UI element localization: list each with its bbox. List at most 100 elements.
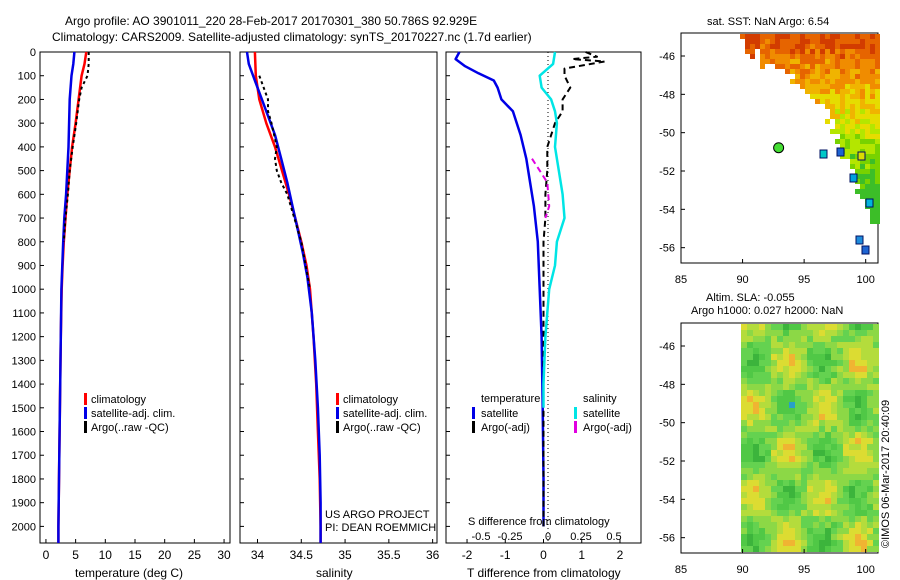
sla-cell	[771, 402, 777, 408]
sla-cell	[825, 480, 831, 486]
sla-cell	[777, 336, 783, 342]
sst-cell	[865, 39, 870, 44]
sla-cell	[873, 360, 879, 366]
sla-cell	[855, 528, 861, 534]
sla-cell	[849, 438, 855, 444]
sst-cell	[870, 139, 875, 144]
sla-cell	[753, 480, 759, 486]
sst-cell	[865, 139, 870, 144]
sst-cell	[850, 119, 855, 124]
sla-cell	[771, 516, 777, 522]
sla-cell	[759, 492, 765, 498]
sla-cell	[777, 486, 783, 492]
x-tick-label: 1	[578, 548, 585, 562]
sla-cell	[777, 534, 783, 540]
sla-cell	[861, 366, 867, 372]
sla-cell	[807, 528, 813, 534]
sla-cell	[837, 516, 843, 522]
sst-cell	[820, 44, 825, 49]
sla-cell	[861, 534, 867, 540]
sla-cell	[783, 504, 789, 510]
sst-cell	[845, 39, 850, 44]
sla-cell	[807, 504, 813, 510]
sst-cell	[820, 74, 825, 79]
sst-cell	[865, 99, 870, 104]
sst-cell	[765, 49, 770, 54]
sla-cell	[795, 504, 801, 510]
sla-cell	[777, 546, 783, 552]
sla-cell	[741, 354, 747, 360]
sla-cell	[867, 396, 873, 402]
salinity-axes-box	[239, 51, 438, 544]
legend-header-temperature: temperature	[481, 393, 540, 405]
sst-cell	[845, 54, 850, 59]
sla-cell	[819, 522, 825, 528]
sst-cell	[870, 84, 875, 89]
sst-cell	[835, 139, 840, 144]
sst-cell	[830, 54, 835, 59]
sla-cell	[849, 324, 855, 330]
sla-cell	[843, 408, 849, 414]
sst-cell	[835, 39, 840, 44]
sla-cell	[855, 354, 861, 360]
sla-cell	[849, 546, 855, 552]
sla-cell	[831, 378, 837, 384]
sla-cell	[867, 510, 873, 516]
sla-cell	[741, 360, 747, 366]
map-y-tick-label: -54	[659, 494, 675, 506]
sla-cell	[789, 492, 795, 498]
sla-cell	[861, 360, 867, 366]
sla-cell	[873, 450, 879, 456]
sst-cell	[830, 44, 835, 49]
sla-cell	[831, 366, 837, 372]
sla-cell	[747, 390, 753, 396]
sst-cell	[875, 99, 880, 104]
sla-cell	[771, 396, 777, 402]
sla-cell	[819, 546, 825, 552]
sla-cell	[813, 456, 819, 462]
sla-cell	[837, 330, 843, 336]
sst-cell	[860, 164, 865, 169]
sla-cell	[825, 486, 831, 492]
sla-cell	[801, 498, 807, 504]
sla-cell	[789, 540, 795, 546]
sla-cell	[861, 396, 867, 402]
sst-cell	[785, 54, 790, 59]
sla-cell	[747, 468, 753, 474]
sla-cell	[747, 492, 753, 498]
sst-cell	[870, 149, 875, 154]
sla-cell	[837, 534, 843, 540]
sst-cell	[820, 69, 825, 74]
sst-cell	[850, 144, 855, 149]
sla-cell	[807, 534, 813, 540]
sla-cell	[741, 498, 747, 504]
sla-cell	[771, 366, 777, 372]
sst-cell	[865, 179, 870, 184]
sla-cell	[789, 462, 795, 468]
sla-cell	[771, 330, 777, 336]
sst-cell	[825, 34, 830, 39]
sla-cell	[801, 426, 807, 432]
sla-cell	[873, 444, 879, 450]
sla-cell	[789, 354, 795, 360]
sla-cell	[855, 456, 861, 462]
sla-cell	[771, 444, 777, 450]
sla-cell	[855, 420, 861, 426]
sst-cell	[760, 49, 765, 54]
sla-cell	[759, 378, 765, 384]
sst-cell	[780, 64, 785, 69]
sla-cell	[777, 474, 783, 480]
sst-cell	[835, 99, 840, 104]
sla-cell	[825, 354, 831, 360]
sla-cell	[825, 390, 831, 396]
sla-cell	[741, 450, 747, 456]
sst-cell	[835, 94, 840, 99]
sla-cell	[789, 498, 795, 504]
sla-cell	[873, 474, 879, 480]
sst-cell	[855, 104, 860, 109]
sla-cell	[807, 474, 813, 480]
sla-cell	[771, 546, 777, 552]
x-tick-label: 36	[426, 548, 440, 562]
sst-cell	[875, 64, 880, 69]
sst-cell	[870, 164, 875, 169]
